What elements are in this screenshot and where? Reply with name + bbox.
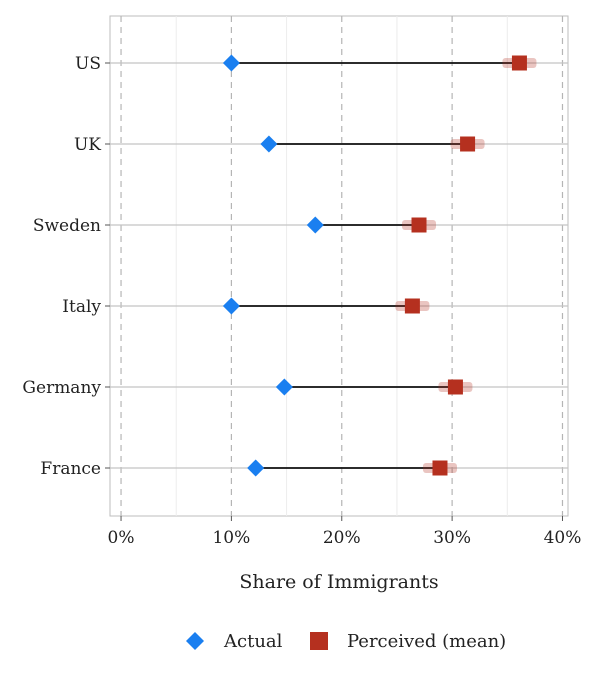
actual-point [247, 459, 265, 477]
actual-point [222, 54, 240, 72]
axis-layer: US UK Sweden Italy Germany France 0% 10% 20% 30% 4… [22, 54, 581, 548]
actual-point [306, 216, 324, 234]
y-tick-label: US [75, 54, 101, 74]
perceived-point [404, 298, 420, 314]
legend-perceived-marker [310, 632, 328, 650]
perceived-point [432, 460, 448, 476]
legend-perceived-label: Perceived (mean) [347, 631, 506, 652]
grid-layer [120, 16, 564, 516]
perceived-point [447, 379, 463, 395]
x-axis-title: Share of Immigrants [239, 571, 438, 593]
rows-layer [110, 62, 568, 469]
x-tick-label: 10% [212, 528, 250, 548]
y-tick-label: Italy [62, 297, 101, 317]
legend-actual-label: Actual [223, 631, 283, 652]
perceived-point [411, 217, 427, 233]
legend: Actual Perceived (mean) [186, 631, 506, 652]
marks-layer [222, 54, 537, 477]
x-tick-label: 30% [433, 528, 471, 548]
y-tick-label: UK [74, 135, 101, 155]
y-tick-label: Sweden [33, 216, 101, 236]
perceived-point [460, 136, 476, 152]
legend-actual-marker [186, 632, 204, 650]
plot-panel [109, 15, 569, 517]
y-tick-label: Germany [22, 378, 101, 398]
x-tick-label: 0% [108, 528, 135, 548]
x-tick-label: 40% [544, 528, 582, 548]
x-tick-label: 20% [323, 528, 361, 548]
perceived-point [511, 55, 527, 71]
actual-point [275, 378, 293, 396]
y-tick-label: France [40, 459, 101, 479]
actual-point [222, 297, 240, 315]
actual-point [260, 135, 278, 153]
